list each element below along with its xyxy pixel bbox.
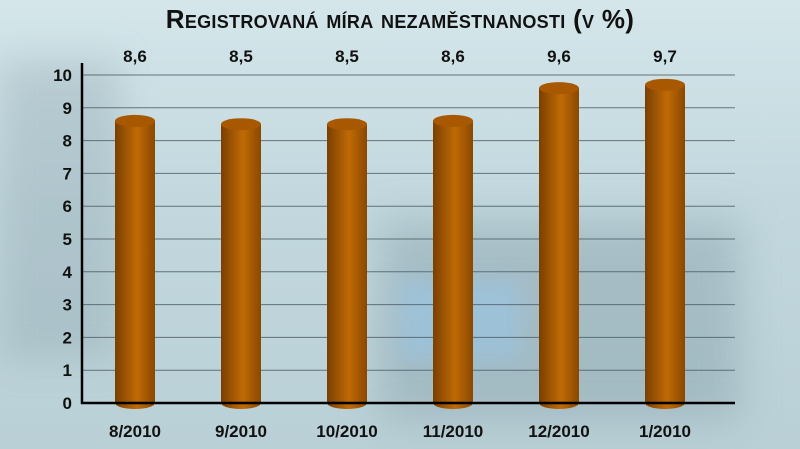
- y-tick-label: 3: [63, 296, 72, 315]
- bar: [115, 120, 155, 410]
- y-tick-label: 10: [53, 66, 72, 85]
- bar-top: [327, 118, 367, 131]
- y-tick-label: 9: [63, 99, 72, 118]
- y-tick-label: 4: [63, 263, 73, 282]
- bar-top: [433, 114, 473, 127]
- y-tick-label: 8: [63, 132, 72, 151]
- y-tick-label: 5: [63, 230, 72, 249]
- x-tick-label: 12/2010: [528, 422, 589, 441]
- x-tick-label: 1/2010: [639, 422, 691, 441]
- data-label: 8,5: [229, 47, 253, 66]
- y-tick-label: 7: [63, 164, 72, 183]
- x-tick-label: 9/2010: [215, 422, 267, 441]
- bar: [327, 124, 367, 409]
- bar-top: [539, 82, 579, 95]
- y-tick-label: 0: [63, 394, 72, 413]
- bar: [645, 84, 685, 409]
- data-label: 8,6: [123, 47, 147, 66]
- x-tick-label: 8/2010: [109, 422, 161, 441]
- x-tick-label: 11/2010: [423, 422, 484, 441]
- chart-title: Registrovaná míra nezaměstnanosti (v %): [165, 4, 635, 34]
- bar: [221, 124, 261, 409]
- bar: [539, 88, 579, 410]
- bar-top: [115, 114, 155, 127]
- y-tick-label: 1: [63, 361, 72, 380]
- bar-top: [221, 118, 261, 131]
- data-label: 8,5: [335, 47, 359, 66]
- background-photo-shade: [0, 60, 120, 360]
- data-label: 9,6: [547, 47, 571, 66]
- data-label: 9,7: [653, 47, 677, 66]
- y-tick-label: 2: [63, 328, 72, 347]
- bar-top: [645, 78, 685, 91]
- x-tick-label: 10/2010: [316, 422, 377, 441]
- data-label: 8,6: [441, 47, 465, 66]
- bar: [433, 120, 473, 410]
- y-tick-label: 6: [63, 197, 72, 216]
